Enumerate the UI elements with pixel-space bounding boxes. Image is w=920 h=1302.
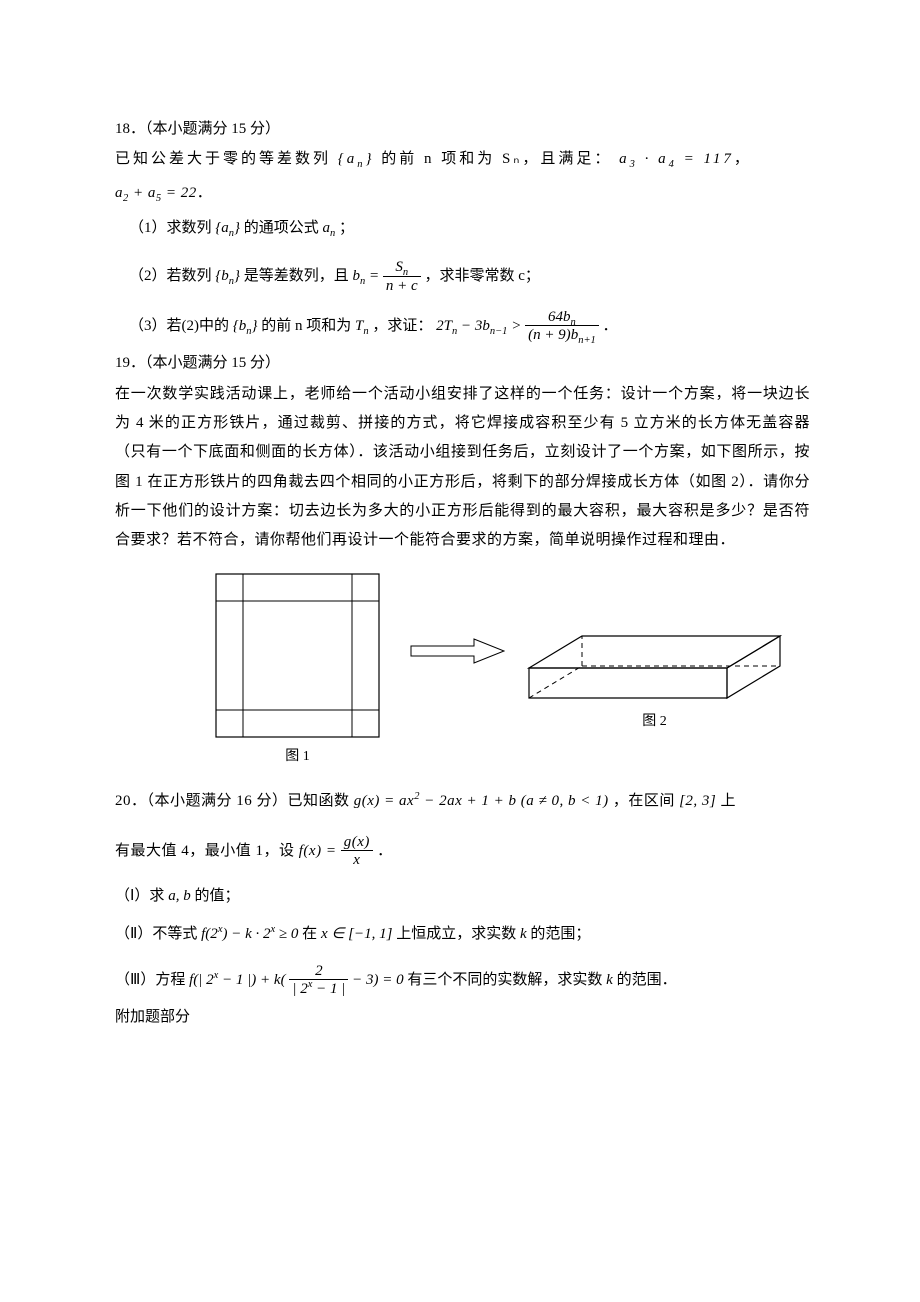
text: ． — [603, 318, 618, 334]
fx: f(x) = g(x)x — [299, 843, 377, 859]
problem-20-q1: （Ⅰ）求 a, b 的值； — [115, 883, 810, 911]
text: （Ⅰ）求 — [115, 888, 164, 904]
text: 的前 n 项和为 — [261, 318, 351, 334]
text: 的范围． — [617, 972, 677, 988]
text: （Ⅲ）方程 — [115, 972, 185, 988]
figure-1: 图 1 — [215, 573, 380, 770]
k: k — [520, 926, 527, 942]
an: an — [323, 220, 336, 236]
problem-19: 19．（本小题满分 15 分） 在一次数学实践活动课上，老师给一个活动小组安排了… — [115, 350, 810, 770]
arrow-icon — [410, 638, 505, 675]
seq-an: {an} — [215, 220, 240, 236]
seq-an: {an} — [338, 151, 375, 167]
text: 的值； — [194, 888, 239, 904]
text: （3）若(2)中的 — [129, 318, 229, 334]
cond2: a2 + a5 = 22 — [115, 185, 197, 201]
text: 上 — [721, 793, 737, 809]
problem-19-body: 在一次数学实践活动课上，老师给一个活动小组安排了这样的一个任务：设计一个方案，将… — [115, 380, 810, 556]
text: 的范围； — [530, 926, 590, 942]
open-box-diagram — [527, 608, 782, 703]
ineq: 2Tn − 3bn−1 > 64bn(n + 9)bn+1 — [436, 318, 602, 334]
eq: f(| 2x − 1 |) + k( 2| 2x − 1 | − 3) = 0 — [189, 972, 407, 988]
text: ． — [377, 843, 393, 859]
seq-bn: {bn} — [233, 318, 258, 334]
text: ． — [197, 185, 213, 201]
figure-2: 图 2 — [527, 608, 782, 735]
interval: [2, 3] — [679, 793, 716, 809]
cond1: a3 · a4 = 117 — [619, 151, 734, 167]
text: ， — [734, 151, 752, 167]
problem-18-intro: 已知公差大于零的等差数列 {an} 的前 n 项和为 Sₙ，且满足： a3 · … — [115, 146, 810, 174]
ab: a, b — [168, 888, 191, 904]
text: 是等差数列，且 — [244, 268, 349, 284]
problem-20-header: 20．（本小题满分 16 分）已知函数 g(x) = ax2 − 2ax + 1… — [115, 788, 810, 816]
square-cut-diagram — [215, 573, 380, 738]
domain: x ∈ [−1, 1] — [321, 926, 393, 942]
bn-formula: bn = Snn + c — [353, 268, 425, 284]
k: k — [606, 972, 613, 988]
text: （Ⅱ）不等式 — [115, 926, 197, 942]
seq-bn: {bn} — [215, 268, 240, 284]
text: 上恒成立，求实数 — [396, 926, 516, 942]
text: （1）求数列 — [129, 220, 212, 236]
text: ，求证： — [372, 318, 432, 334]
text: 在 — [302, 926, 317, 942]
tn: Tn — [355, 318, 369, 334]
gx: g(x) = ax2 − 2ax + 1 + b (a ≠ 0, b < 1) — [354, 793, 609, 809]
problem-18-q1: （1）求数列 {an} 的通项公式 an ； — [115, 215, 810, 243]
problem-20-q2: （Ⅱ）不等式 f(2x) − k · 2x ≥ 0 在 x ∈ [−1, 1] … — [115, 921, 810, 949]
problem-18-cond2: a2 + a5 = 22． — [115, 180, 810, 208]
text: 已知公差大于零的等差数列 — [115, 151, 331, 167]
ineq: f(2x) − k · 2x ≥ 0 — [201, 926, 298, 942]
figure-2-label: 图 2 — [642, 709, 667, 735]
text: ，在区间 — [613, 793, 675, 809]
problem-19-header: 19．（本小题满分 15 分） — [115, 350, 810, 378]
text: ； — [339, 220, 354, 236]
text: 20．（本小题满分 16 分）已知函数 — [115, 793, 350, 809]
text: （2）若数列 — [129, 268, 212, 284]
problem-18-header: 18．（本小题满分 15 分） — [115, 116, 810, 144]
problem-18: 18．（本小题满分 15 分） 已知公差大于零的等差数列 {an} 的前 n 项… — [115, 116, 810, 344]
text: 的通项公式 — [244, 220, 319, 236]
text: 的前 n 项和为 Sₙ，且满足： — [381, 151, 612, 167]
text: ，求非零常数 c； — [424, 268, 539, 284]
text: 有最大值 4，最小值 1，设 — [115, 843, 295, 859]
problem-18-q2: （2）若数列 {bn} 是等差数列，且 bn = Snn + c ，求非零常数 … — [115, 259, 810, 295]
problem-18-q3: （3）若(2)中的 {bn} 的前 n 项和为 Tn ，求证： 2Tn − 3b… — [115, 309, 810, 345]
problem-20-q3: （Ⅲ）方程 f(| 2x − 1 |) + k( 2| 2x − 1 | − 3… — [115, 963, 810, 999]
footer: 附加题部分 — [115, 1004, 810, 1032]
text: 有三个不同的实数解，求实数 — [407, 972, 602, 988]
figures-row: 图 1 图 2 — [115, 573, 810, 770]
figure-1-label: 图 1 — [285, 744, 310, 770]
problem-20: 20．（本小题满分 16 分）已知函数 g(x) = ax2 − 2ax + 1… — [115, 788, 810, 998]
problem-20-line2: 有最大值 4，最小值 1，设 f(x) = g(x)x ． — [115, 834, 810, 870]
